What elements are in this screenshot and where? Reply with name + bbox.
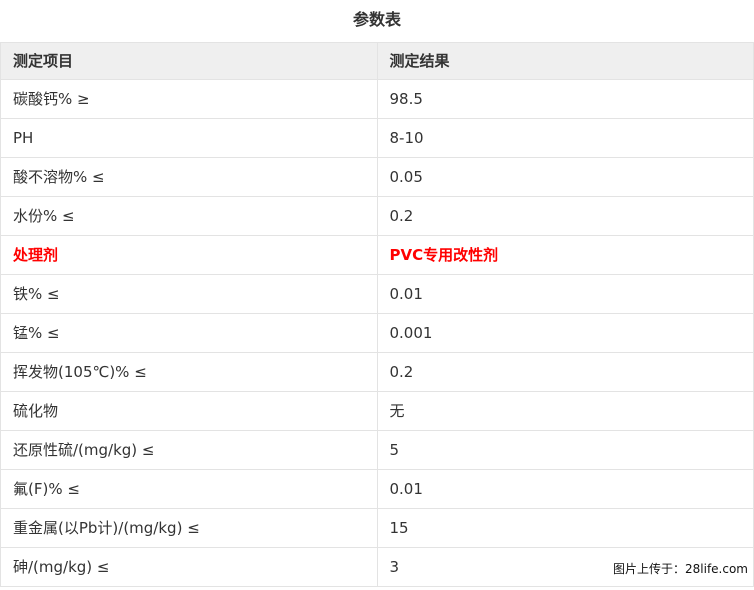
cell-item: PH: [0, 118, 378, 158]
cell-result: 0.2: [376, 352, 754, 392]
cell-result: 15: [376, 508, 754, 548]
table-row: 处理剂 PVC专用改性剂: [0, 235, 754, 275]
table-row: 锰% ≤0.001: [0, 313, 754, 353]
table-body: 碳酸钙% ≥98.5 PH 8-10 酸不溶物% ≤0.05 水份% ≤0.2 处理剂 PV…: [0, 79, 754, 587]
cell-result: 98.5: [376, 79, 754, 119]
cell-item: 处理剂: [0, 235, 378, 275]
cell-item: 锰% ≤: [0, 313, 378, 353]
cell-item: 重金属(以Pb计)/(mg/kg) ≤: [0, 508, 378, 548]
cell-result: 5: [376, 430, 754, 470]
cell-item: 碳酸钙% ≥: [0, 79, 378, 119]
table-row: 还原性硫/(mg/kg) ≤5: [0, 430, 754, 470]
cell-item: 氟(F)% ≤: [0, 469, 378, 509]
table-row: PH 8-10: [0, 118, 754, 158]
table-row: 铁% ≤0.01: [0, 274, 754, 314]
cell-result: 无: [376, 391, 754, 431]
table-row: 硫化物无: [0, 391, 754, 431]
cell-item: 硫化物: [0, 391, 378, 431]
table-header-row: 测定项目 测定结果: [0, 42, 754, 80]
cell-item: 水份% ≤: [0, 196, 378, 236]
cell-result: 0.2: [376, 196, 754, 236]
cell-item: 挥发物(105℃)% ≤: [0, 352, 378, 392]
column-header-result: 测定结果: [376, 42, 754, 80]
table-row: 碳酸钙% ≥98.5: [0, 79, 754, 119]
table-row: 氟(F)% ≤0.01: [0, 469, 754, 509]
parameters-table: 测定项目 测定结果 碳酸钙% ≥98.5 PH 8-10 酸不溶物% ≤0.05 水份%…: [0, 42, 754, 587]
column-header-item: 测定项目: [0, 42, 378, 80]
cell-result: 8-10: [376, 118, 754, 158]
cell-result: 3: [376, 547, 754, 587]
cell-result: PVC专用改性剂: [376, 235, 754, 275]
watermark: 图片上传于：28life.com: [611, 561, 750, 577]
cell-result: 0.01: [376, 274, 754, 314]
cell-item: 砷/(mg/kg) ≤: [0, 547, 378, 587]
page-title: 参数表: [352, 10, 401, 29]
table-row: 重金属(以Pb计)/(mg/kg) ≤15: [0, 508, 754, 548]
cell-item: 铁% ≤: [0, 274, 378, 314]
table-row: 酸不溶物% ≤0.05: [0, 157, 754, 197]
table-row: 水份% ≤0.2: [0, 196, 754, 236]
cell-result: 0.05: [376, 157, 754, 197]
table-row: 挥发物(105℃)% ≤0.2: [0, 352, 754, 392]
table-row: 砷/(mg/kg) ≤3: [0, 547, 754, 587]
cell-item: 还原性硫/(mg/kg) ≤: [0, 430, 378, 470]
cell-result: 0.01: [376, 469, 754, 509]
cell-item: 酸不溶物% ≤: [0, 157, 378, 197]
cell-result: 0.001: [376, 313, 754, 353]
